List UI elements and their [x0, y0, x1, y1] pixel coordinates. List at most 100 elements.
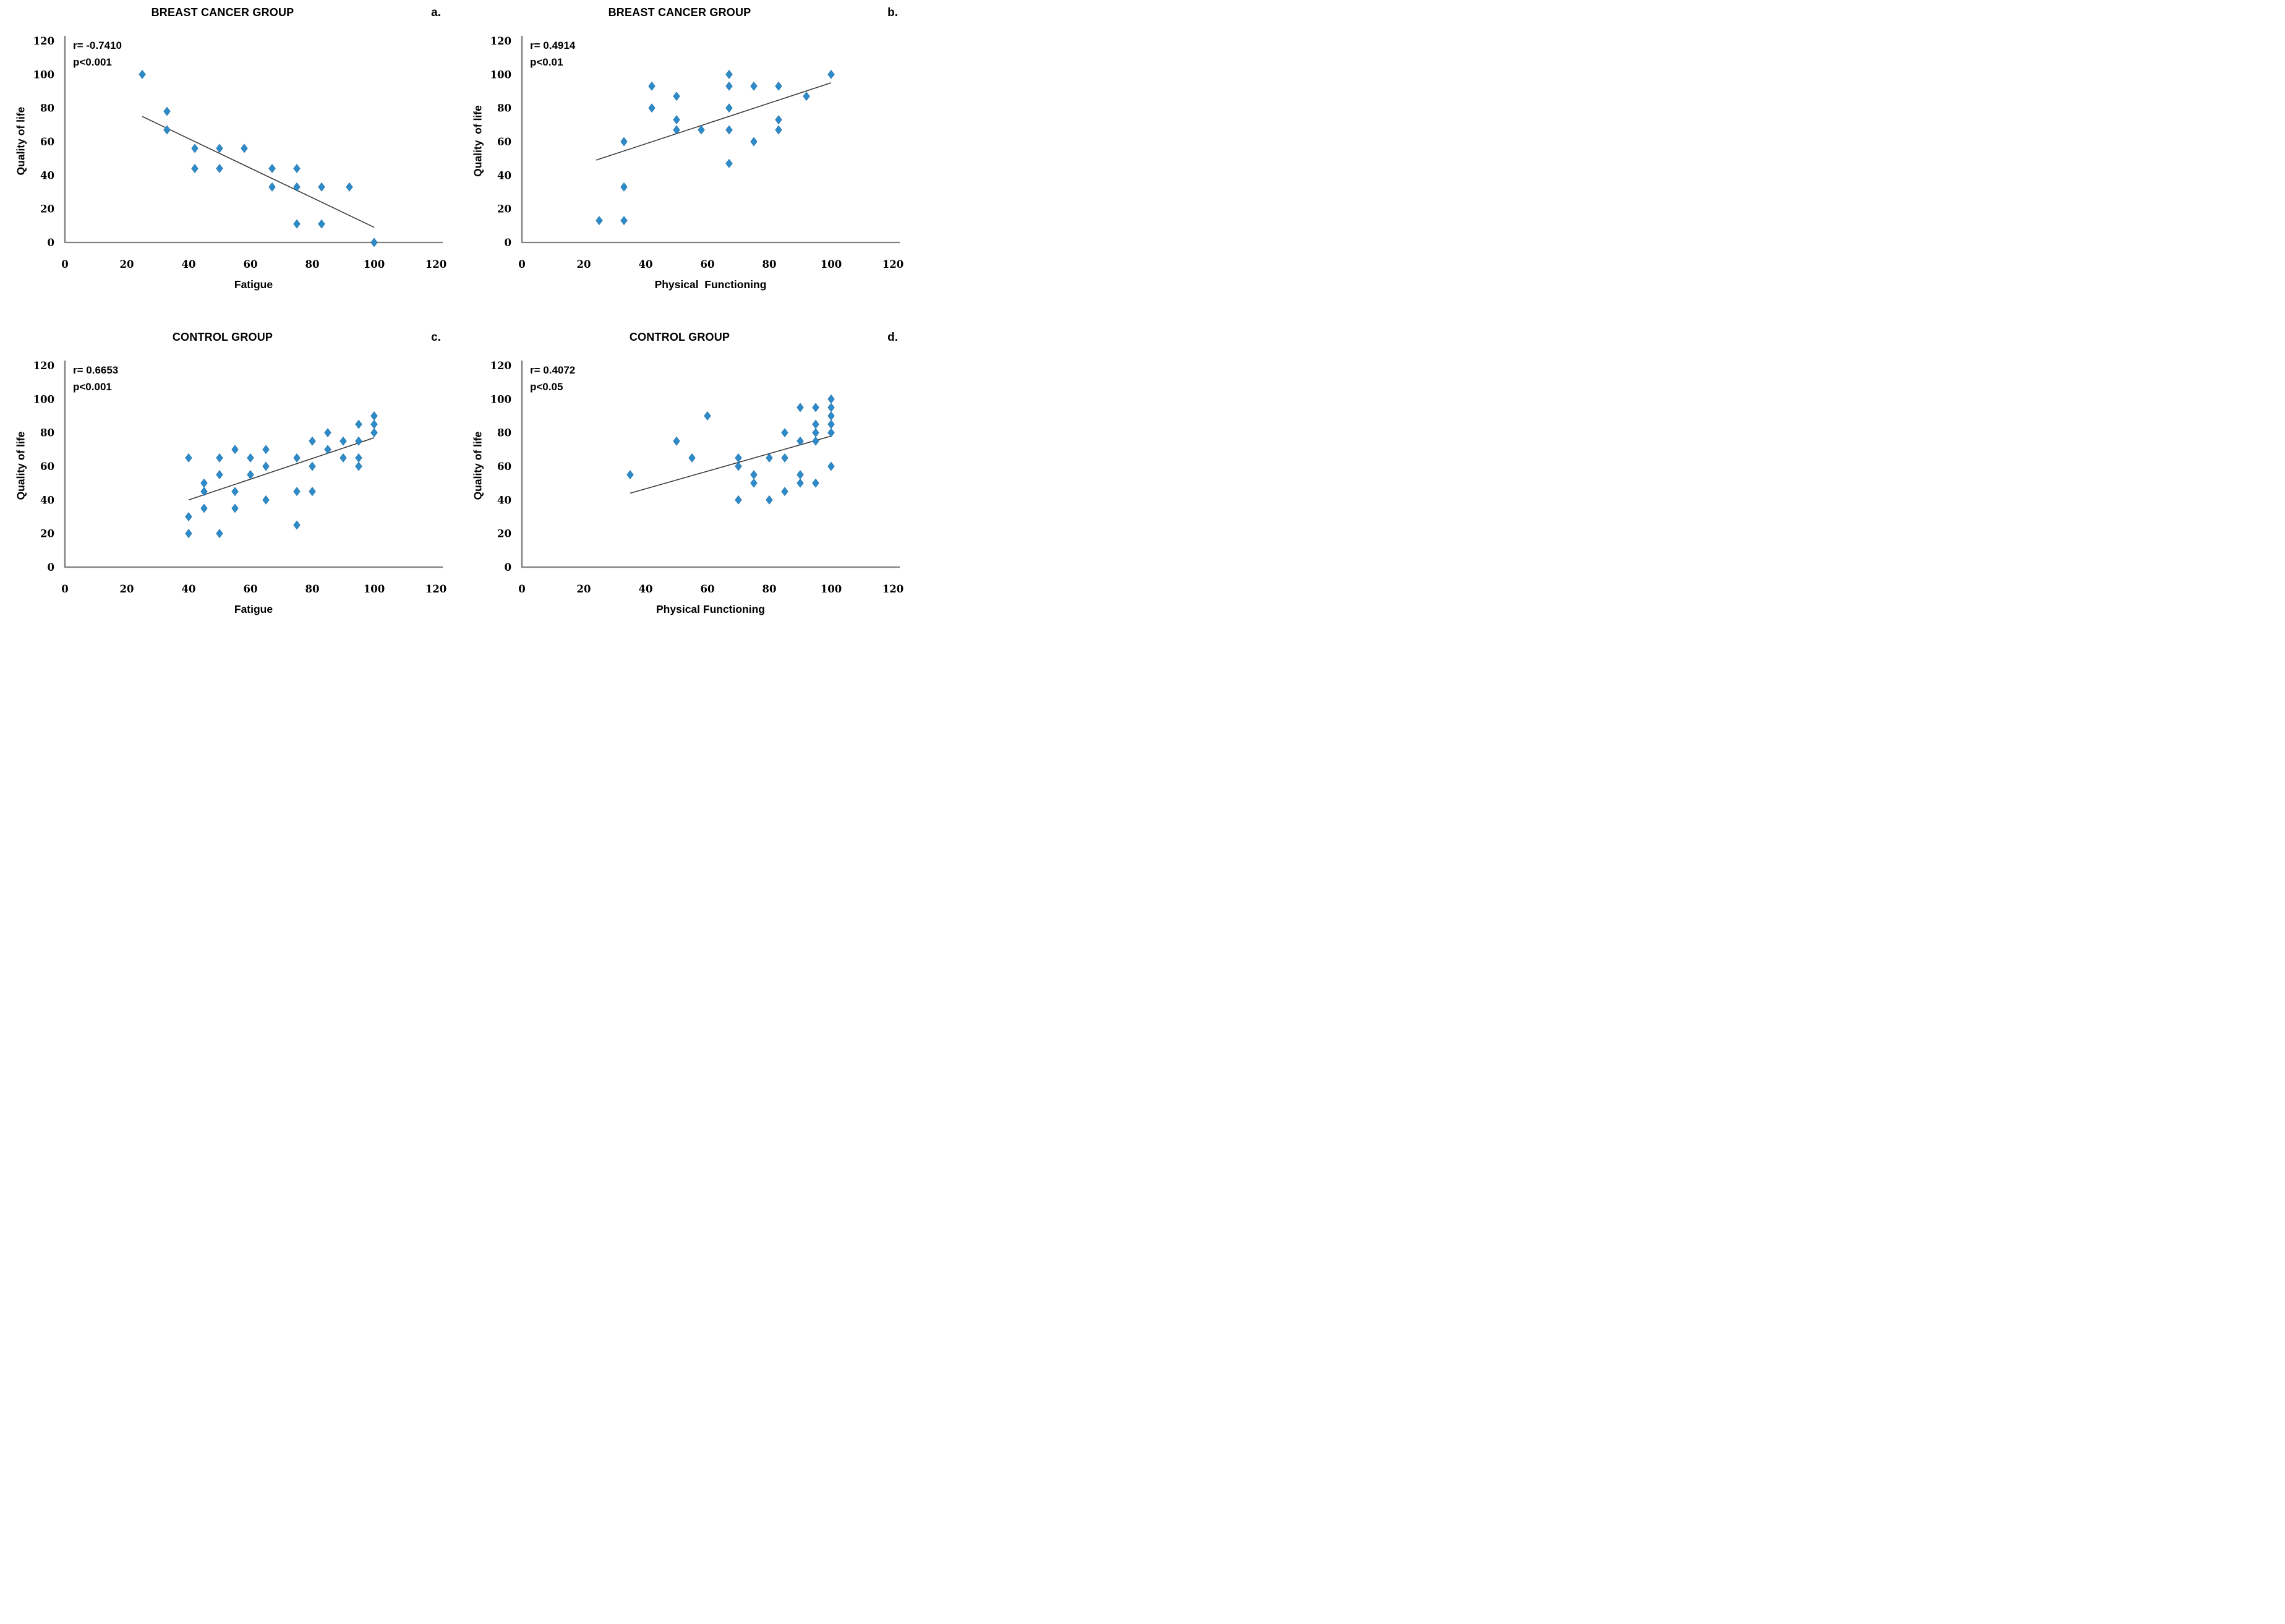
data-point [318, 219, 325, 229]
x-tick-label: 80 [762, 583, 777, 595]
data-point [216, 143, 223, 153]
data-point [781, 428, 788, 438]
data-point [216, 529, 223, 539]
data-point [673, 92, 680, 101]
x-tick-label: 40 [639, 583, 653, 595]
data-point [735, 495, 742, 505]
data-point [355, 436, 362, 446]
stat-p-value: p<0.001 [73, 381, 112, 393]
data-point [626, 470, 634, 480]
stat-p-value: p<0.001 [73, 56, 112, 68]
data-point [200, 478, 208, 488]
data-point [766, 495, 773, 505]
data-point [324, 428, 331, 438]
data-point [725, 158, 733, 168]
y-tick-label: 60 [40, 461, 54, 472]
y-axis-title: Quality of life [471, 105, 484, 177]
data-point [735, 461, 742, 471]
data-point [247, 470, 254, 480]
scatter-panel-c: CONTROL GROUP c. 0 20 40 60 80 100 120 0 20 40 60 8… [0, 325, 457, 649]
data-point [370, 411, 378, 421]
data-point [241, 143, 248, 153]
panel-letter: a. [431, 6, 441, 19]
data-point [355, 461, 362, 471]
x-tick-label: 20 [577, 583, 591, 595]
y-tick-label: 100 [33, 393, 54, 405]
stats-block: r= 0.4914 p<0.01 [530, 37, 575, 71]
panel-letter: b. [887, 6, 898, 19]
data-point [775, 81, 782, 91]
data-point [673, 436, 680, 446]
data-point [750, 478, 758, 488]
y-tick-label: 40 [40, 169, 54, 181]
x-tick-label: 40 [182, 583, 196, 595]
data-point [725, 125, 733, 135]
y-tick-label: 120 [33, 360, 54, 372]
data-point [827, 419, 835, 429]
y-tick-label: 40 [40, 494, 54, 506]
data-point [309, 461, 316, 471]
data-point [324, 445, 331, 455]
data-point [827, 461, 835, 471]
data-point [797, 436, 804, 446]
data-point [340, 453, 347, 463]
data-point [648, 81, 656, 91]
data-point [293, 520, 301, 530]
y-tick-label: 20 [497, 203, 511, 215]
data-point [247, 453, 254, 463]
data-point [827, 403, 835, 412]
stat-r-value: r= -0.7410 [73, 40, 122, 51]
x-tick-label: 100 [821, 259, 842, 270]
figure-page: BREAST CANCER GROUP a. 0 20 40 60 80 100 120 0 2… [0, 0, 914, 649]
y-tick-label: 80 [40, 427, 54, 439]
data-point [309, 436, 316, 446]
y-tick-label: 60 [497, 461, 511, 472]
scatter-plot-svg: 0 20 40 60 80 100 120 0 20 40 60 80 100 120 [490, 360, 904, 595]
data-point [725, 69, 733, 79]
data-point [827, 394, 835, 404]
x-axis-title: Physical Functioning [654, 278, 767, 291]
scatter-plot-svg: 0 20 40 60 80 100 120 0 20 40 60 80 100 120 [33, 35, 447, 270]
y-tick-label: 60 [40, 136, 54, 148]
data-point [766, 453, 773, 463]
data-point [370, 428, 378, 438]
x-axis-title: Fatigue [234, 278, 273, 291]
data-point [812, 478, 819, 488]
data-point [620, 137, 628, 147]
data-point [725, 103, 733, 113]
x-tick-label: 60 [701, 259, 715, 270]
data-point [370, 419, 378, 429]
data-point [216, 453, 223, 463]
y-tick-label: 0 [48, 237, 54, 249]
x-tick-label: 80 [762, 259, 777, 270]
data-point [139, 69, 146, 79]
data-point [355, 419, 362, 429]
panel-letter: d. [887, 331, 898, 344]
y-tick-label: 40 [497, 494, 511, 506]
data-point [812, 428, 819, 438]
stats-block: r= 0.4072 p<0.05 [530, 362, 575, 395]
y-tick-label: 20 [40, 528, 54, 540]
scatter-panel-d: CONTROL GROUP d. 0 20 40 60 80 100 120 0 20 40 60 8… [457, 325, 914, 649]
data-point [293, 164, 301, 173]
data-point [797, 478, 804, 488]
stat-p-value: p<0.01 [530, 56, 563, 68]
chart-title: BREAST CANCER GROUP [151, 6, 294, 19]
y-tick-label: 80 [40, 103, 54, 114]
data-point [827, 411, 835, 421]
data-point [191, 164, 199, 173]
x-tick-label: 40 [182, 259, 196, 270]
y-tick-label: 80 [497, 427, 511, 439]
data-point [163, 106, 171, 116]
data-point [781, 487, 788, 497]
trend-line [188, 437, 375, 501]
y-tick-label: 0 [505, 237, 511, 249]
x-axis-title: Physical Functioning [656, 603, 765, 615]
data-point [185, 512, 192, 521]
data-point [370, 237, 378, 247]
data-point [163, 125, 171, 135]
x-tick-label: 120 [425, 259, 446, 270]
data-point [293, 453, 301, 463]
trend-line [596, 82, 832, 161]
x-tick-label: 100 [364, 583, 385, 595]
